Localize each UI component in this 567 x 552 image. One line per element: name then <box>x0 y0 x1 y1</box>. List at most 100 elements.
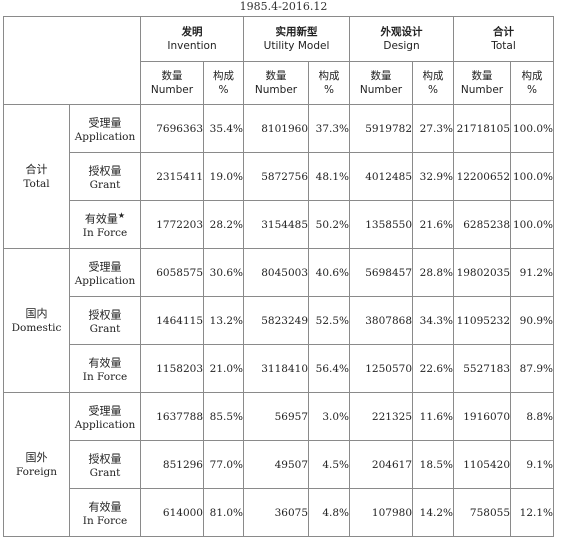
header-design-en: Design <box>383 40 420 52</box>
indicator-label-cn: 授权量 <box>70 448 140 467</box>
indicator-label-cn-text: 受理量 <box>88 404 122 418</box>
indicator-label-cn: 受理量 <box>70 256 140 275</box>
indicator-label-en: Grant <box>89 179 121 192</box>
percent-cell: 56.4% <box>308 344 351 393</box>
indicator-label-cn: 有效量 <box>70 496 140 515</box>
indicator-label-cn: 授权量 <box>70 304 140 323</box>
percent-cell: 27.3% <box>412 104 455 153</box>
indicator-label-en: In Force <box>82 227 128 240</box>
table-row: 授权量 Grant 851296 77.0% 49507 4.5% 204617 18.5% 1… <box>4 440 555 489</box>
header-ratio: 构成% <box>308 61 351 105</box>
number-cell: 8045003 <box>243 248 310 297</box>
number-cell: 4012485 <box>349 152 414 201</box>
number-cell: 49507 <box>243 440 310 489</box>
table-row: 有效量 In Force 614000 81.0% 36075 4.8% 107980 14.… <box>4 488 555 537</box>
indicator-label-en: In Force <box>82 371 128 384</box>
indicator-label-cn-text: 授权量 <box>88 452 122 466</box>
group-label: 国内 Domestic <box>3 248 70 393</box>
number-cell: 6285238 <box>453 200 512 249</box>
header-utility-cn: 实用新型 <box>275 26 318 38</box>
percent-cell: 3.0% <box>308 392 351 441</box>
number-cell: 8101960 <box>243 104 310 153</box>
number-cell: 2315411 <box>140 152 204 201</box>
number-cell: 12200652 <box>453 152 512 201</box>
percent-cell: 100.0% <box>510 200 555 249</box>
header-number: 数量 Number <box>243 61 310 105</box>
header-invention: 发明 Invention <box>139 16 245 62</box>
number-cell: 758055 <box>453 488 512 537</box>
percent-cell: 18.5% <box>412 440 455 489</box>
table-row: 授权量 Grant 1464115 13.2% 5823249 52.5% 3807868 3… <box>4 296 555 345</box>
percent-cell: 100.0% <box>510 104 555 153</box>
percent-cell: 21.0% <box>202 344 245 393</box>
number-cell: 1916070 <box>453 392 512 441</box>
number-cell: 36075 <box>243 488 310 537</box>
percent-cell: 28.2% <box>202 200 245 249</box>
number-cell: 204617 <box>349 440 414 489</box>
number-cell: 5527183 <box>453 344 512 393</box>
header-design-cn: 外观设计 <box>380 26 423 38</box>
indicator-label-cn-text: 有效量 <box>88 500 122 514</box>
header-utility-en: Utility Model <box>263 40 330 52</box>
indicator-label: 受理量 Application <box>69 104 141 153</box>
percent-cell: 35.4% <box>202 104 245 153</box>
header-ratio: 构成% <box>412 61 455 105</box>
patent-statistics-table: 发明 Invention 实用新型 Utility Model 外观设计 Des… <box>3 16 555 537</box>
table-row: 国内 Domestic 受理量 Application 6058575 30.6% 8045… <box>3 248 555 393</box>
percent-cell: 87.9% <box>510 344 555 393</box>
header-invention-cn: 发明 <box>181 26 203 38</box>
number-cell: 3118410 <box>243 344 310 393</box>
number-cell: 19802035 <box>453 248 512 297</box>
table-row: 国外 Foreign 受理量 Application 1637788 85.5% 56957… <box>3 392 555 537</box>
indicator-label-cn: 授权量 <box>70 160 140 179</box>
percent-cell: 4.5% <box>308 440 351 489</box>
percent-cell: 32.9% <box>412 152 455 201</box>
number-cell: 614000 <box>140 488 204 537</box>
header-number: 数量 Number <box>140 61 204 105</box>
indicator-label-cn: 有效量★ <box>70 208 140 227</box>
header-total: 合计 Total <box>453 16 555 62</box>
percent-cell: 19.0% <box>202 152 245 201</box>
indicator-label: 有效量★ In Force <box>69 200 141 249</box>
indicator-label: 授权量 Grant <box>69 152 141 201</box>
indicator-label-en: Grant <box>89 467 121 480</box>
group-label-cn: 国内 <box>25 306 48 320</box>
group-label-en: Domestic <box>11 321 62 334</box>
percent-cell: 100.0% <box>510 152 555 201</box>
indicator-label: 有效量 In Force <box>69 344 141 393</box>
indicator-label-cn-text: 授权量 <box>88 164 122 178</box>
number-cell: 1250570 <box>349 344 414 393</box>
percent-cell: 14.2% <box>412 488 455 537</box>
star-icon: ★ <box>117 210 126 220</box>
header-invention-en: Invention <box>167 40 217 52</box>
indicator-label-cn: 受理量 <box>70 400 140 419</box>
percent-cell: 40.6% <box>308 248 351 297</box>
header-total-en: Total <box>491 40 516 52</box>
percent-cell: 12.1% <box>510 488 555 537</box>
percent-cell: 37.3% <box>308 104 351 153</box>
number-cell: 5698457 <box>349 248 414 297</box>
indicator-label-cn-text: 有效量 <box>84 212 118 226</box>
percent-cell: 11.6% <box>412 392 455 441</box>
indicator-label-cn-text: 有效量 <box>88 356 122 370</box>
group-label-en: Total <box>23 177 50 190</box>
number-cell: 1464115 <box>140 296 204 345</box>
group-label-cn: 国外 <box>25 450 48 464</box>
percent-cell: 81.0% <box>202 488 245 537</box>
percent-cell: 77.0% <box>202 440 245 489</box>
number-cell: 11095232 <box>453 296 512 345</box>
number-cell: 5872756 <box>243 152 310 201</box>
percent-cell: 48.1% <box>308 152 351 201</box>
header-ratio: 构成% <box>202 61 245 105</box>
indicator-label-cn: 有效量 <box>70 352 140 371</box>
group-label: 合计 Total <box>3 104 70 249</box>
percent-cell: 90.9% <box>510 296 555 345</box>
group-label-cn: 合计 <box>25 162 48 176</box>
percent-cell: 8.8% <box>510 392 555 441</box>
header-row-categories: 发明 Invention 实用新型 Utility Model 外观设计 Des… <box>3 16 555 105</box>
percent-cell: 91.2% <box>510 248 555 297</box>
header-design: 外观设计 Design <box>349 16 455 62</box>
indicator-label-cn-text: 受理量 <box>88 260 122 274</box>
number-cell: 221325 <box>349 392 414 441</box>
indicator-label-cn-text: 授权量 <box>88 308 122 322</box>
